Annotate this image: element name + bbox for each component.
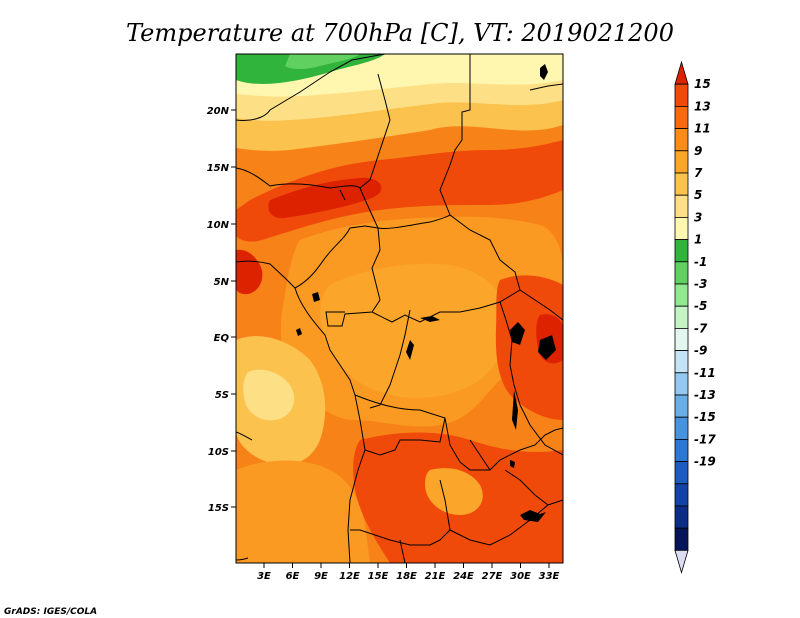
lat-label: 5N [214, 277, 230, 288]
lon-label: 9E [314, 571, 328, 582]
colorbar-segment [674, 483, 689, 507]
colorbar-segment [674, 83, 689, 107]
colorbar: 15 13 11 9 7 5 3 1 -1 -3 -5 -7 -9 -11 -13 -15 -17 -19 [674, 60, 716, 575]
colorbar-label: 3 [694, 210, 702, 224]
colorbar-segment [674, 216, 689, 240]
map-frame [235, 53, 564, 564]
colorbar-segment [674, 283, 689, 307]
colorbar-segment [674, 128, 689, 152]
field-warm-15-plus-north [268, 177, 382, 219]
colorbar-label: 13 [694, 99, 711, 113]
colorbar-label: -7 [694, 321, 708, 335]
colorbar-segment [674, 172, 689, 196]
longitude-axis: 3E 6E 9E 12E 15E 18E 21E 24E 27E 30E 33E [257, 563, 560, 582]
lon-label: 15E [368, 571, 389, 582]
colorbar-segment [674, 372, 689, 396]
colorbar-label: 7 [694, 166, 703, 180]
lat-label: 5S [215, 390, 229, 401]
colorbar-segment [674, 438, 689, 462]
colorbar-segment [674, 350, 689, 374]
colorbar-label: -19 [694, 455, 716, 469]
field-southeast-7-to-9 [425, 468, 483, 515]
colorbar-segment [674, 527, 689, 551]
colorbar-segment [674, 106, 689, 130]
colorbar-label: 11 [694, 122, 711, 136]
colorbar-segment [674, 505, 689, 529]
lat-label: 10N [207, 220, 230, 231]
colorbar-label: 9 [694, 144, 702, 158]
colorbar-label: -17 [694, 432, 716, 446]
latitude-axis: 20N 15N 10N 5N EQ 5S 10S 15S [207, 106, 236, 514]
colorbar-bottom-arrow [674, 550, 689, 575]
lon-label: 27E [482, 571, 503, 582]
colorbar-segment [674, 394, 689, 418]
field-central-7-to-9 [320, 263, 508, 398]
colorbar-label: -9 [694, 344, 707, 358]
lat-label: 15S [208, 503, 229, 514]
colorbar-label: 5 [694, 188, 702, 202]
colorbar-label: -11 [694, 366, 716, 380]
colorbar-segment [674, 261, 689, 285]
colorbar-label: -13 [694, 388, 716, 402]
field-west-5-to-7 [243, 369, 295, 421]
colorbar-segment [674, 194, 689, 218]
lakes [296, 64, 556, 522]
colorbar-segment [674, 461, 689, 485]
lat-label: 10S [208, 447, 229, 458]
credit-text: GrADS: IGES/COLA [4, 607, 97, 617]
colorbar-label: 15 [694, 77, 711, 91]
lat-label: EQ [214, 333, 230, 344]
colorbar-top-arrow [674, 60, 689, 85]
lat-label: 20N [207, 106, 230, 117]
country-borders [236, 54, 563, 563]
lat-label: 15N [207, 163, 230, 174]
lon-label: 12E [339, 571, 360, 582]
lon-label: 21E [425, 571, 446, 582]
colorbar-label: -15 [694, 410, 716, 424]
colorbar-segment [674, 327, 689, 351]
lon-label: 3E [257, 571, 271, 582]
field-south-9-to-11 [236, 460, 370, 563]
colorbar-label: -5 [694, 299, 707, 313]
lon-label: 6E [286, 571, 300, 582]
field-band-1-to-3-green [285, 54, 360, 69]
lon-label: 18E [396, 571, 417, 582]
map-title: Temperature at 700hPa [C], VT: 201902120… [126, 19, 674, 47]
field-warm-13-to-15-north [236, 140, 563, 242]
colorbar-label: -3 [694, 277, 707, 291]
colorbar-segment [674, 239, 689, 263]
field-band-below-3 [236, 54, 385, 84]
colorbar-segment [674, 150, 689, 174]
field-east-13-to-15 [495, 275, 563, 420]
colorbar-segment [674, 416, 689, 440]
colorbar-label: 1 [694, 233, 702, 247]
lon-label: 33E [539, 571, 560, 582]
colorbar-label: -1 [694, 255, 707, 269]
lon-label: 24E [453, 571, 474, 582]
colorbar-segment [674, 305, 689, 329]
lon-label: 30E [510, 571, 531, 582]
temperature-field [236, 54, 563, 563]
